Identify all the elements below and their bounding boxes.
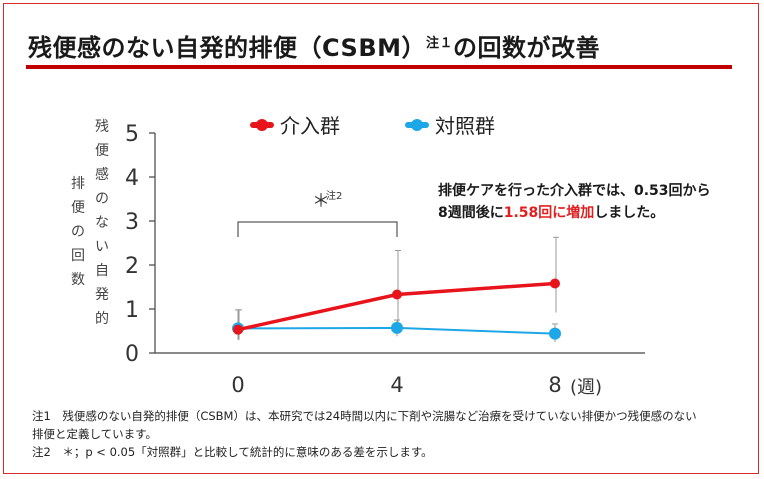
y-axis-label-char: 自 [95, 263, 109, 279]
y-axis-label-char: 回 [71, 248, 85, 264]
x-tick-label: 0 [231, 373, 244, 397]
callout-highlight: 1.58回に増加 [503, 205, 595, 221]
page-title: 残便感のない自発的排便（CSBM）注１の回数が改善 [28, 28, 600, 63]
y-axis-label-char: 発 [95, 287, 109, 303]
y-axis-label-char: 残 [95, 119, 109, 135]
y-axis-label-col1: 残便感のない自発的 [94, 115, 110, 331]
y-axis-label-char: 数 [71, 272, 85, 288]
y-tick-label: 2 [125, 254, 139, 279]
y-axis-label-char: 的 [95, 311, 109, 327]
legend-intervention: 介入群 [250, 110, 340, 139]
callout-line2-pre: 8週間後に [438, 205, 504, 221]
title-note-ref: 注１ [426, 36, 454, 51]
footnote-2: 注2 ＊；p < 0.05「対照群」と比較して統計的に意味のある差を示します。 [32, 445, 433, 459]
result-callout: 排便ケアを行った介入群では、0.53回から 8週間後に1.58回に増加しました。 [438, 180, 711, 224]
y-tick-label: 5 [125, 122, 139, 147]
control-data-point [391, 321, 403, 334]
y-tick-label: 0 [125, 342, 139, 367]
callout-line2-post: しました。 [594, 205, 665, 221]
intervention-data-point [233, 324, 243, 335]
y-axis-label-char: の [71, 224, 85, 240]
y-axis-label-char: 便 [95, 143, 109, 159]
title-suffix: の回数が改善 [453, 34, 601, 62]
y-tick-label: 3 [125, 210, 139, 235]
x-tick-label: 8 [548, 373, 561, 397]
y-axis-label-char: な [95, 215, 109, 231]
legend-label-intervention: 介入群 [280, 114, 340, 138]
y-axis-label-char: 便 [71, 200, 85, 216]
footnote-1-line2: 排便と定義しています。 [32, 427, 158, 441]
legend-marker-intervention [250, 118, 274, 131]
legend-label-control: 対照群 [435, 114, 495, 138]
callout-line2: 8週間後に1.58回に増加しました。 [438, 202, 711, 224]
significance-note: 注2 [326, 189, 342, 202]
callout-line1: 排便ケアを行った介入群では、0.53回から [438, 183, 711, 199]
y-tick-label: 4 [125, 166, 139, 191]
significance-bracket [237, 221, 398, 237]
title-main: 残便感のない自発的排便（CSBM） [28, 34, 427, 62]
y-axis-label-char: い [95, 239, 109, 255]
y-tick-label: 1 [125, 298, 139, 323]
legend-marker-control [405, 118, 429, 131]
footnote-1-line1: 注1 残便感のない自発的排便（CSBM）は、本研究では24時間以内に下剤や浣腸な… [32, 409, 697, 423]
figure-frame [3, 3, 759, 474]
y-axis-label-col2: 排便の回数 [70, 172, 86, 292]
legend-control: 対照群 [405, 110, 495, 139]
y-axis-label-char: 排 [71, 176, 85, 192]
y-axis-label-char: の [95, 191, 109, 207]
x-axis-unit-label: (週) [570, 377, 602, 398]
intervention-data-point [392, 289, 402, 300]
title-underline [26, 65, 732, 69]
intervention-data-point [550, 278, 560, 289]
footnotes: 注1 残便感のない自発的排便（CSBM）は、本研究では24時間以内に下剤や浣腸な… [32, 407, 752, 461]
x-tick-label: 4 [390, 373, 403, 397]
significance-mark: ＊ [312, 191, 330, 212]
y-axis-label-char: 感 [95, 167, 109, 183]
control-data-point [549, 327, 561, 340]
